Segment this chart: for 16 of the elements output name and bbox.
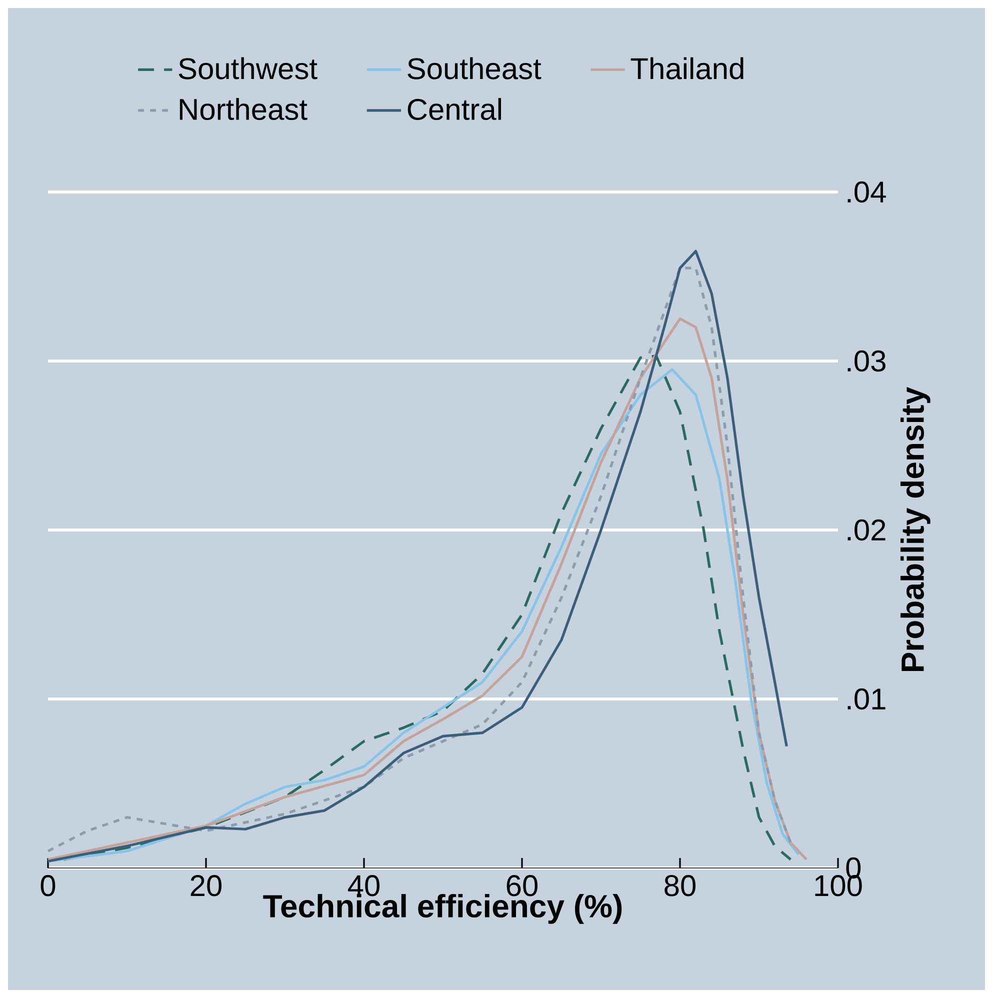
y-tick-label: .01 [848,688,886,710]
legend-label: Northeast [180,98,308,120]
legend-label: Southwest [178,57,318,80]
legend-label: Central [408,98,501,120]
x-tick-label: 0 [40,875,56,896]
x-tick-label: 20 [190,875,222,896]
y-tick-label: .03 [848,350,886,372]
x-axis-title: Technical efficiency (%) [263,894,622,924]
x-tick-label: 40 [348,875,380,896]
legend-label: Thailand [630,57,744,80]
y-tick-label: .04 [848,181,886,203]
y-tick-label: .02 [848,519,886,541]
x-tick-label: 60 [506,875,538,896]
x-tick-label: 80 [664,875,696,896]
legend-label: Southeast [408,57,542,80]
y-axis-title: Probability density [900,387,930,672]
